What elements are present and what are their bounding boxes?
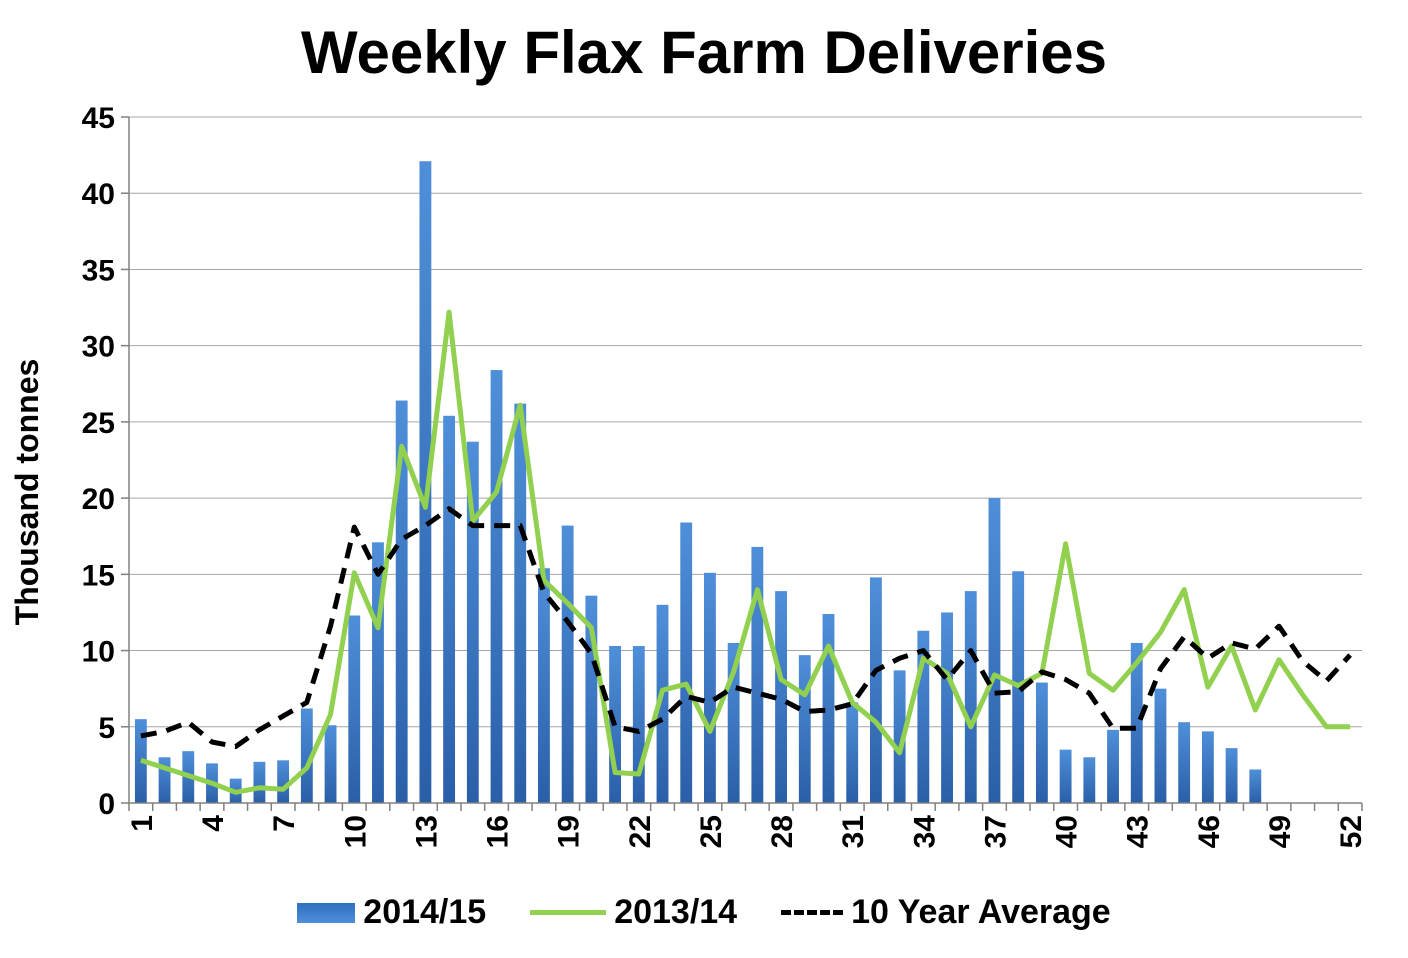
bar-week-40 <box>1059 749 1072 803</box>
bar-week-32 <box>869 577 882 803</box>
bar-week-15 <box>466 441 479 803</box>
bar-week-41 <box>1083 757 1096 803</box>
legend-swatch-bar <box>297 902 356 923</box>
bar-week-30 <box>822 613 835 803</box>
bar-week-16 <box>490 370 503 803</box>
x-tick-label: 13 <box>410 815 443 848</box>
x-tick-label: 49 <box>1264 815 1297 848</box>
x-tick-label: 22 <box>624 815 657 848</box>
bar-week-26 <box>727 642 740 803</box>
bar-week-46 <box>1201 731 1214 803</box>
chart-title: Weekly Flax Farm Deliveries <box>300 19 1107 86</box>
y-tick-label: 5 <box>98 712 115 745</box>
y-tick-label: 35 <box>82 254 115 287</box>
bar-week-45 <box>1178 722 1191 803</box>
y-tick-label: 20 <box>82 483 115 516</box>
axes <box>121 116 1363 811</box>
y-tick-label: 45 <box>82 102 115 135</box>
bar-week-13 <box>419 161 432 804</box>
legend-swatch-dashed <box>781 910 844 915</box>
bar-week-48 <box>1249 769 1262 803</box>
bar-week-37 <box>988 498 1001 803</box>
bar-week-39 <box>1035 682 1048 803</box>
x-tick-label: 37 <box>979 815 1012 848</box>
legend-label: 2013/14 <box>614 893 738 931</box>
bar-week-20 <box>585 595 598 803</box>
legend-item-10-year-average: 10 Year Average <box>781 893 1111 932</box>
x-tick-label: 19 <box>553 815 586 848</box>
x-tick-label: 7 <box>268 815 301 832</box>
x-tick-label: 46 <box>1193 815 1226 848</box>
bar-week-12 <box>395 400 408 803</box>
x-tick-label: 31 <box>837 815 870 848</box>
legend-item-2013-14: 2013/14 <box>530 893 737 932</box>
legend-label: 2014/15 <box>363 893 487 931</box>
x-tick-label: 4 <box>197 815 230 832</box>
bar-week-35 <box>941 612 953 803</box>
bar-week-8 <box>300 708 313 803</box>
y-tick-label: 30 <box>82 331 115 364</box>
y-tick-label: 40 <box>82 178 115 211</box>
bar-week-17 <box>514 403 527 803</box>
bar-week-42 <box>1107 729 1119 803</box>
bar-week-24 <box>680 522 693 803</box>
bar-week-34 <box>917 630 930 803</box>
bar-week-27 <box>751 546 764 803</box>
bar-week-2 <box>158 757 171 803</box>
x-tick-label: 25 <box>695 815 728 848</box>
bar-week-6 <box>253 761 266 803</box>
y-tick-label: 10 <box>82 636 115 669</box>
y-tick-label: 0 <box>98 788 115 821</box>
tick-labels: 0 5 10 15 20 25 30 35 40 45 1 4 7 10 13 16 19 22 25 28 31 34 3… <box>82 102 1369 848</box>
bar-week-43 <box>1130 642 1143 803</box>
x-tick-label: 1 <box>126 815 159 832</box>
x-tick-label: 10 <box>339 815 372 848</box>
bar-week-9 <box>324 725 337 803</box>
bar-week-36 <box>964 591 977 803</box>
bar-week-18 <box>538 568 550 803</box>
legend-item-2014-15: 2014/15 <box>297 893 486 932</box>
x-tick-label: 43 <box>1122 815 1155 848</box>
line-series-ten-year-average <box>140 506 1352 750</box>
bar-week-29 <box>798 655 811 803</box>
chart-svg: 0 5 10 15 20 25 30 35 40 45 1 4 7 10 13 16 19 22 25 28 31 34 3… <box>9 102 1369 848</box>
bar-week-19 <box>561 525 574 803</box>
bar-week-47 <box>1225 748 1238 803</box>
y-tick-label: 25 <box>82 407 115 440</box>
x-tick-label: 52 <box>1335 815 1368 848</box>
bar-week-23 <box>656 604 669 803</box>
bar-week-28 <box>775 591 787 803</box>
bar-week-11 <box>372 542 384 803</box>
x-tick-label: 28 <box>766 815 799 848</box>
bar-week-14 <box>443 415 456 803</box>
bar-week-25 <box>704 572 716 803</box>
x-tick-label: 40 <box>1051 815 1084 848</box>
lines <box>140 309 1352 795</box>
legend-label: 10 Year Average <box>851 893 1111 931</box>
bar-week-44 <box>1154 688 1167 803</box>
y-tick-label: 15 <box>82 559 115 592</box>
legend: 2014/15 2013/14 10 Year Average <box>0 893 1408 932</box>
x-tick-label: 34 <box>908 815 941 849</box>
bar-week-22 <box>632 645 645 803</box>
y-axis-title: Thousand tonnes <box>9 359 45 626</box>
bar-week-10 <box>348 615 361 803</box>
bar-week-7 <box>277 760 290 803</box>
x-tick-label: 16 <box>482 815 515 848</box>
bar-week-31 <box>846 702 859 803</box>
bar-week-33 <box>893 670 906 803</box>
line-series-season-0 <box>140 309 1351 795</box>
legend-swatch-line <box>530 910 607 915</box>
